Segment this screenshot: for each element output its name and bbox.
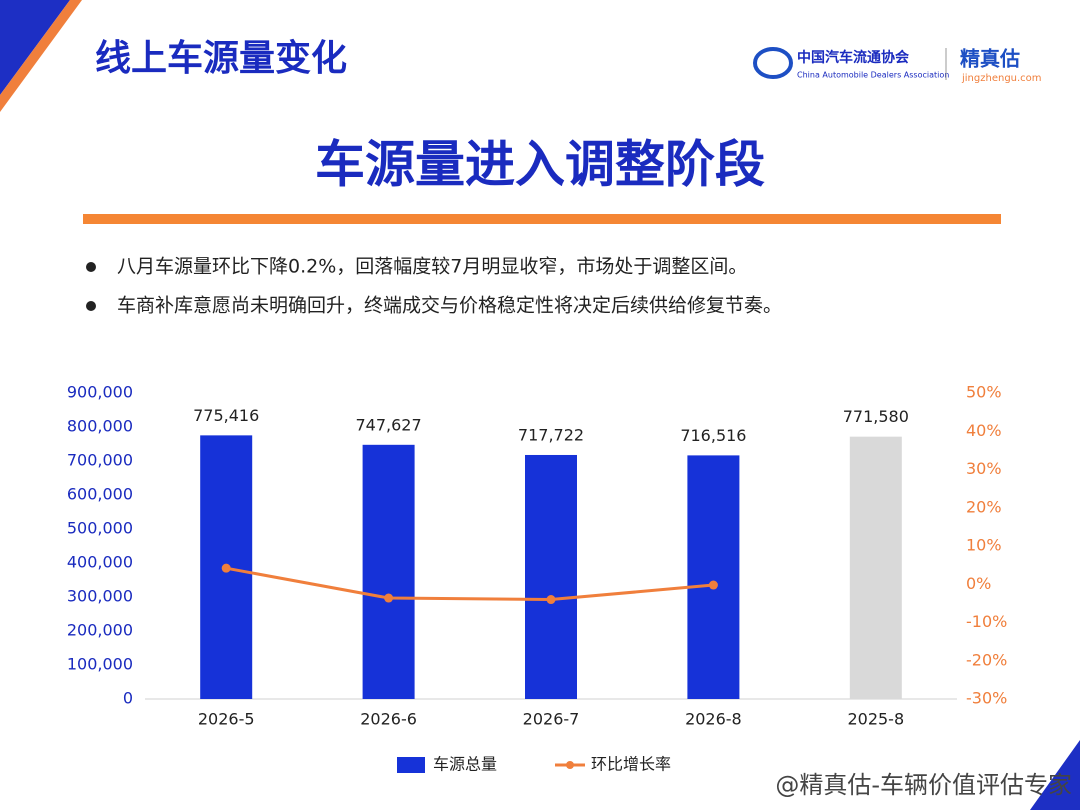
line-point — [221, 563, 231, 573]
bullet-dot — [86, 301, 96, 311]
y-tick-label: 400,000 — [67, 553, 133, 572]
bullet-text: 八月车源量环比下降0.2%，回落幅度较7月明显收窄，市场处于调整区间。 — [117, 256, 747, 278]
org-name-en: China Automobile Dealers Association — [797, 71, 949, 80]
legend-swatch — [397, 757, 425, 773]
line-point — [708, 580, 718, 590]
value-label: 771,580 — [843, 407, 909, 426]
x-tick-label: 2026-8 — [685, 710, 742, 729]
brand: 精真估 — [960, 47, 1020, 71]
y-tick-label: 300,000 — [67, 587, 133, 606]
logo-icon — [753, 47, 793, 79]
headline-bar — [83, 214, 1001, 224]
bar — [849, 436, 902, 699]
y2-tick-label: 0% — [966, 574, 991, 593]
value-label: 717,722 — [518, 425, 584, 444]
chart: 0 100,000 200,000 300,000 400,000 500,000 600,… — [67, 383, 1008, 774]
y2-tick-label: -10% — [966, 612, 1007, 631]
corner-stripe — [0, 0, 82, 112]
y-tick-label: 600,000 — [67, 485, 133, 504]
y-tick-label: 0 — [123, 689, 133, 708]
corner-stripe — [1030, 740, 1080, 810]
x-tick-label: 2025-8 — [847, 710, 904, 729]
y2-tick-label: 40% — [966, 421, 1002, 440]
x-tick-label: 2026-7 — [523, 710, 580, 729]
line — [225, 566, 714, 602]
bar — [362, 444, 415, 699]
y2-tick-label: 30% — [966, 459, 1002, 478]
y-tick-label: 900,000 — [67, 383, 133, 402]
x-tick-label: 2026-6 — [360, 710, 417, 729]
legend-label: 环比增长率 — [591, 755, 671, 774]
watermark: @精真估-车辆价值评估专家 — [775, 771, 1072, 799]
legend-label: 车源总量 — [433, 755, 497, 774]
line-point — [546, 595, 556, 605]
slide-title: 线上车源量变化 — [95, 37, 347, 79]
brand-url: jingzhengu.com — [961, 73, 1042, 84]
line-point — [384, 593, 394, 603]
y-tick-label: 500,000 — [67, 519, 133, 538]
y-tick-label: 200,000 — [67, 621, 133, 640]
x-tick-label: 2026-5 — [198, 710, 255, 729]
bullet-text: 车商补库意愿尚未明确回升，终端成交与价格稳定性将决定后续供给修复节奏。 — [117, 295, 782, 317]
headline: 车源量进入调整阶段 — [315, 136, 765, 194]
value-label: 775,416 — [193, 406, 259, 425]
legend-swatch — [566, 761, 574, 769]
y2-tick-label: 50% — [966, 383, 1002, 402]
bar — [687, 455, 740, 699]
y2-tick-label: -20% — [966, 650, 1007, 669]
y2-tick-label: 20% — [966, 497, 1002, 516]
y-tick-label: 700,000 — [67, 451, 133, 470]
y2-tick-label: -30% — [966, 689, 1007, 708]
bullet-dot — [86, 262, 96, 272]
y2-tick-label: 10% — [966, 536, 1002, 555]
value-label: 747,627 — [356, 415, 422, 434]
bar — [525, 454, 577, 699]
org-name: 中国汽车流通协会 — [797, 49, 910, 66]
y-tick-label: 800,000 — [67, 417, 133, 436]
y-tick-label: 100,000 — [67, 655, 133, 674]
value-label: 716,516 — [680, 426, 746, 445]
